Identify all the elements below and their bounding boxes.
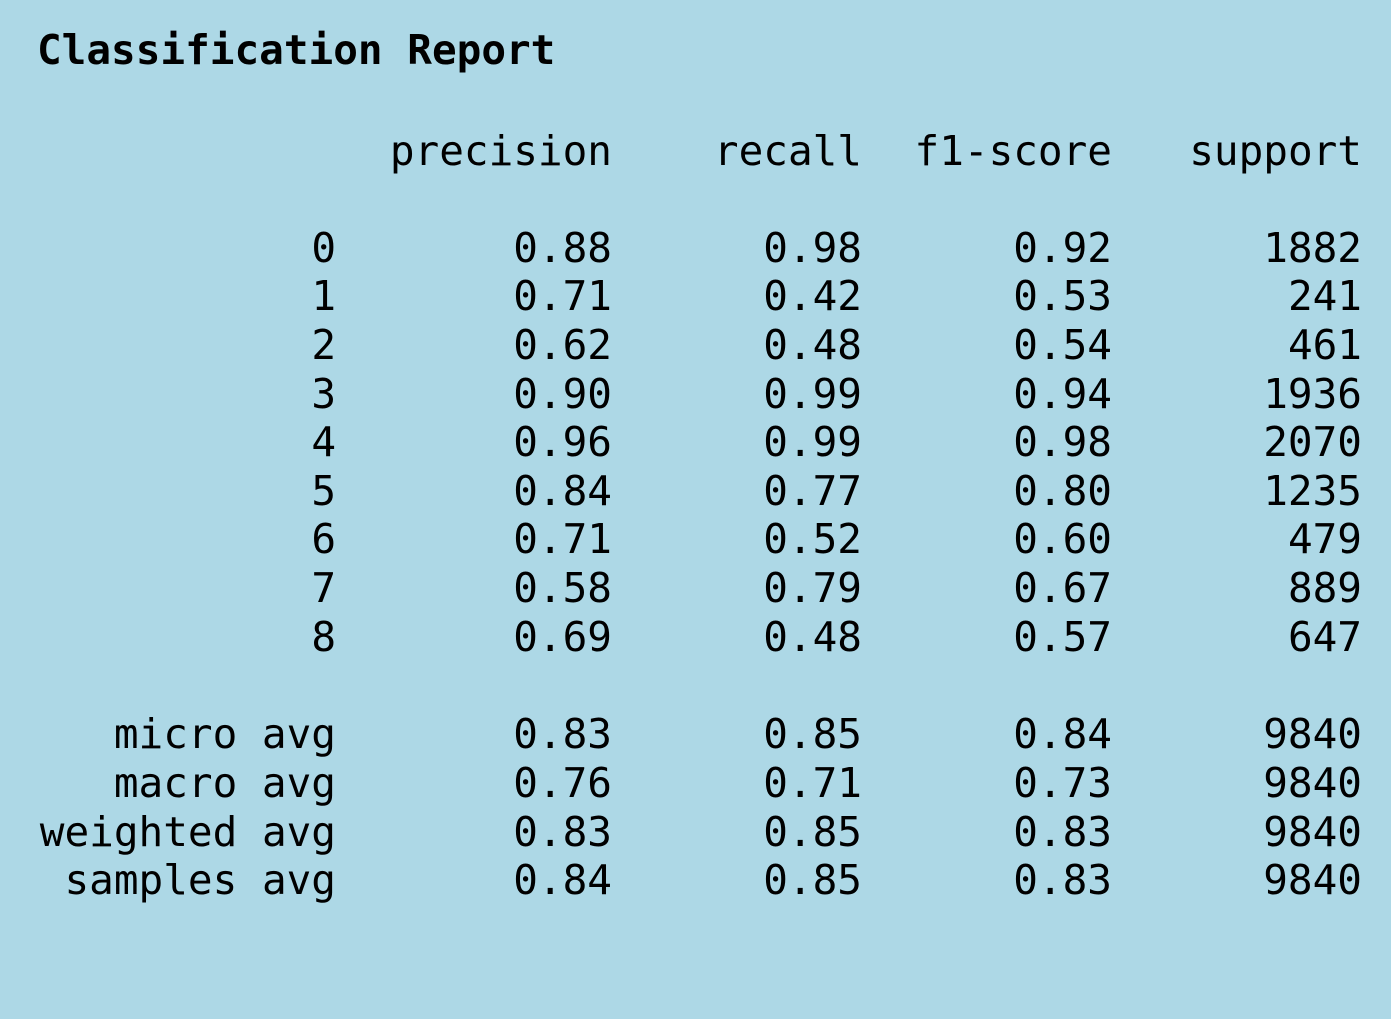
- header-precision: precision: [389, 127, 612, 175]
- precision-value: 0.88: [513, 224, 612, 272]
- support-value: 461: [1287, 321, 1362, 369]
- support-value: 241: [1287, 272, 1362, 320]
- f1-score-value: 0.92: [1013, 224, 1112, 272]
- class-label: 6: [311, 515, 336, 563]
- report-title: Classification Report: [37, 26, 556, 74]
- average-row: micro avg 0.83 0.85 0.84 9840: [0, 710, 1391, 758]
- class-label: 0: [311, 224, 336, 272]
- f1-score-value: 0.54: [1013, 321, 1112, 369]
- support-value: 2070: [1263, 418, 1362, 466]
- class-label: 3: [311, 370, 336, 418]
- class-label: 7: [311, 564, 336, 612]
- f1-score-value: 0.53: [1013, 272, 1112, 320]
- f1-score-value: 0.83: [1013, 808, 1112, 856]
- class-row: 3 0.90 0.99 0.94 1936: [0, 370, 1391, 418]
- f1-score-value: 0.60: [1013, 515, 1112, 563]
- class-label: 4: [311, 418, 336, 466]
- average-label: micro avg: [113, 710, 336, 758]
- support-value: 9840: [1263, 856, 1362, 904]
- support-value: 1235: [1263, 467, 1362, 515]
- support-value: 889: [1287, 564, 1362, 612]
- recall-value: 0.52: [763, 515, 862, 563]
- precision-value: 0.58: [513, 564, 612, 612]
- f1-score-value: 0.73: [1013, 759, 1112, 807]
- average-label: samples avg: [64, 856, 336, 904]
- average-label: macro avg: [113, 759, 336, 807]
- class-label: 1: [311, 272, 336, 320]
- precision-value: 0.90: [513, 370, 612, 418]
- precision-value: 0.96: [513, 418, 612, 466]
- class-label: 2: [311, 321, 336, 369]
- class-row: 5 0.84 0.77 0.80 1235: [0, 467, 1391, 515]
- f1-score-value: 0.84: [1013, 710, 1112, 758]
- precision-value: 0.83: [513, 710, 612, 758]
- average-row: samples avg 0.84 0.85 0.83 9840: [0, 856, 1391, 904]
- support-value: 9840: [1263, 808, 1362, 856]
- precision-value: 0.76: [513, 759, 612, 807]
- header-support: support: [1189, 127, 1362, 175]
- f1-score-value: 0.83: [1013, 856, 1112, 904]
- support-value: 1882: [1263, 224, 1362, 272]
- recall-value: 0.77: [763, 467, 862, 515]
- precision-value: 0.69: [513, 613, 612, 661]
- support-value: 9840: [1263, 710, 1362, 758]
- f1-score-value: 0.80: [1013, 467, 1112, 515]
- class-label: 5: [311, 467, 336, 515]
- recall-value: 0.71: [763, 759, 862, 807]
- f1-score-value: 0.57: [1013, 613, 1112, 661]
- precision-value: 0.62: [513, 321, 612, 369]
- class-row: 1 0.71 0.42 0.53 241: [0, 272, 1391, 320]
- recall-value: 0.85: [763, 856, 862, 904]
- recall-value: 0.85: [763, 710, 862, 758]
- support-value: 9840: [1263, 759, 1362, 807]
- recall-value: 0.99: [763, 370, 862, 418]
- precision-value: 0.84: [513, 467, 612, 515]
- f1-score-value: 0.98: [1013, 418, 1112, 466]
- precision-value: 0.71: [513, 515, 612, 563]
- average-label: weighted avg: [39, 808, 336, 856]
- precision-value: 0.71: [513, 272, 612, 320]
- f1-score-value: 0.94: [1013, 370, 1112, 418]
- class-label: 8: [311, 613, 336, 661]
- class-row: 8 0.69 0.48 0.57 647: [0, 613, 1391, 661]
- precision-value: 0.84: [513, 856, 612, 904]
- support-value: 1936: [1263, 370, 1362, 418]
- recall-value: 0.42: [763, 272, 862, 320]
- support-value: 479: [1287, 515, 1362, 563]
- class-row: 4 0.96 0.99 0.98 2070: [0, 418, 1391, 466]
- header-f1-score: f1-score: [914, 127, 1112, 175]
- recall-value: 0.85: [763, 808, 862, 856]
- recall-value: 0.79: [763, 564, 862, 612]
- precision-value: 0.83: [513, 808, 612, 856]
- class-row: 0 0.88 0.98 0.92 1882: [0, 224, 1391, 272]
- recall-value: 0.99: [763, 418, 862, 466]
- class-row: 7 0.58 0.79 0.67 889: [0, 564, 1391, 612]
- f1-score-value: 0.67: [1013, 564, 1112, 612]
- recall-value: 0.48: [763, 321, 862, 369]
- class-row: 2 0.62 0.48 0.54 461: [0, 321, 1391, 369]
- average-row: weighted avg 0.83 0.85 0.83 9840: [0, 808, 1391, 856]
- average-row: macro avg 0.76 0.71 0.73 9840: [0, 759, 1391, 807]
- support-value: 647: [1287, 613, 1362, 661]
- recall-value: 0.48: [763, 613, 862, 661]
- header-row: precision recall f1-score support: [0, 127, 1391, 175]
- recall-value: 0.98: [763, 224, 862, 272]
- class-row: 6 0.71 0.52 0.60 479: [0, 515, 1391, 563]
- header-recall: recall: [713, 127, 862, 175]
